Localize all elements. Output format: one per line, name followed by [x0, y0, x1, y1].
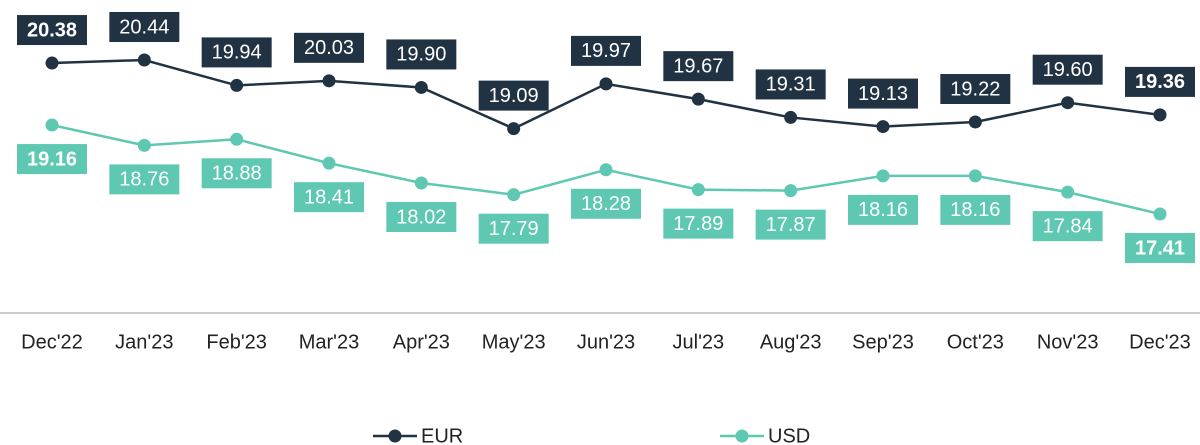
x-tick-label: Apr'23 [393, 331, 450, 353]
data-label: 19.13 [858, 83, 908, 105]
data-label: 17.41 [1135, 237, 1185, 259]
data-label: 17.89 [673, 213, 723, 235]
point [414, 176, 428, 190]
point [784, 184, 798, 198]
data-label: 19.60 [1043, 59, 1093, 81]
label-box [755, 209, 826, 240]
label-box [17, 15, 87, 46]
point [1153, 207, 1167, 221]
point [137, 138, 151, 152]
point [968, 115, 982, 129]
point [691, 92, 705, 106]
legend-marker [735, 429, 749, 443]
label-box [294, 182, 364, 213]
label-box [478, 213, 549, 244]
data-label: 19.94 [212, 42, 262, 64]
point [784, 110, 798, 124]
data-label: 19.67 [673, 55, 723, 77]
label-box [109, 12, 180, 42]
point [507, 122, 521, 136]
label-box [1032, 54, 1103, 85]
data-label: 18.02 [396, 206, 446, 228]
x-tick-label: Mar'23 [299, 331, 360, 353]
data-label: 19.31 [766, 74, 816, 96]
point [968, 169, 982, 183]
data-label: 20.44 [119, 16, 169, 38]
x-tick-label: Feb'23 [206, 331, 267, 353]
data-label: 17.79 [489, 218, 539, 240]
point [876, 120, 890, 134]
label-box [663, 208, 734, 239]
point [691, 183, 705, 197]
x-tick-label: Sep'23 [852, 331, 914, 353]
label-box [109, 164, 180, 195]
data-label: 19.97 [581, 40, 631, 62]
legend-label: USD [768, 425, 810, 445]
point [230, 132, 244, 146]
point [137, 53, 151, 67]
point [1061, 96, 1075, 110]
label-box [294, 32, 364, 63]
x-tick-label: Aug'23 [760, 331, 822, 353]
point [414, 80, 428, 94]
x-tick-label: Dec'23 [1129, 331, 1191, 353]
label-box [848, 78, 918, 109]
point [322, 156, 336, 170]
label-box [940, 194, 1011, 225]
data-label: 18.28 [581, 193, 631, 215]
data-label: 18.16 [858, 199, 908, 221]
data-label: 17.87 [766, 214, 816, 236]
x-tick-label: Nov'23 [1037, 331, 1099, 353]
point [876, 169, 890, 183]
x-tick-label: May'23 [482, 331, 546, 353]
data-label: 17.84 [1043, 215, 1093, 237]
label-box [571, 35, 641, 66]
label-box [1125, 66, 1195, 97]
data-label: 19.22 [950, 78, 1000, 100]
point [599, 77, 613, 91]
label-box [1125, 233, 1195, 263]
x-tick-label: Dec'22 [21, 331, 83, 353]
point [45, 118, 59, 132]
point [322, 74, 336, 88]
label-box [571, 188, 641, 219]
label-box [848, 194, 918, 225]
point [230, 78, 244, 92]
x-tick-label: Jun'23 [577, 331, 635, 353]
legend-label: EUR [421, 425, 463, 445]
point [1061, 185, 1075, 199]
label-box [663, 51, 734, 82]
point [45, 56, 59, 70]
label-box [17, 144, 87, 175]
x-tick-label: Jan'23 [115, 331, 173, 353]
data-label: 18.16 [950, 199, 1000, 221]
label-box [201, 158, 272, 189]
x-tick-label: Jul'23 [673, 331, 725, 353]
label-box [386, 39, 457, 70]
data-label: 19.09 [489, 85, 539, 107]
data-label: 19.16 [27, 148, 77, 170]
label-box [1032, 211, 1103, 242]
data-label: 18.41 [304, 186, 354, 208]
label-box [201, 37, 272, 68]
point [507, 188, 521, 202]
x-tick-label: Oct'23 [947, 331, 1004, 353]
label-box [386, 201, 457, 232]
label-box [478, 80, 549, 111]
data-label: 20.38 [27, 19, 77, 41]
point [1153, 108, 1167, 122]
data-label: 19.90 [396, 44, 446, 66]
data-label: 20.03 [304, 37, 354, 59]
label-box [940, 74, 1011, 105]
data-label: 18.76 [119, 169, 169, 191]
label-box [755, 69, 826, 100]
data-label: 19.36 [1135, 71, 1185, 93]
legend-marker [388, 429, 402, 443]
point [599, 163, 613, 177]
data-label: 18.88 [212, 163, 262, 185]
